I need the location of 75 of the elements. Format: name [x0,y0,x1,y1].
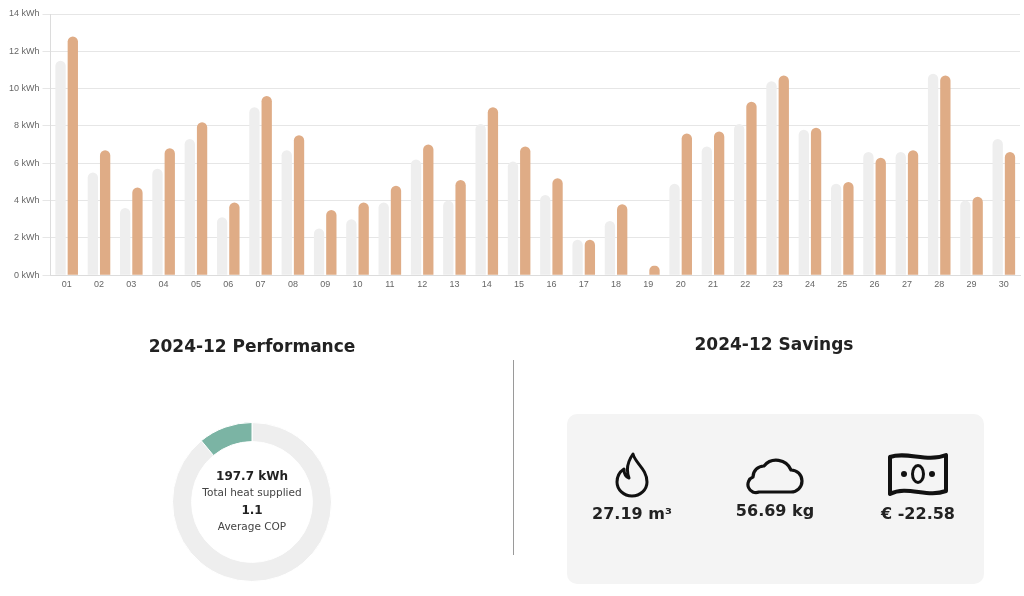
bar [875,157,886,275]
text: 2024-12 Savings [693,334,855,354]
x-tick-label: 06 [223,279,234,290]
y-tick-label: 0 kWh [14,269,40,280]
bar [326,209,337,275]
bar [164,148,175,275]
text: Total heat supplied [201,486,302,499]
bar [390,185,402,275]
bar [572,239,583,275]
bar [487,107,499,275]
x-tick-label: 04 [158,279,169,290]
chart-title: 2024-12 Performance [147,336,357,356]
y-tick-label: 10 kWh [9,83,40,94]
bar [520,146,531,275]
bar [455,180,466,275]
x-tick-label: 26 [869,279,880,290]
x-tick-label: 11 [385,279,395,290]
x-tick-label: 01 [61,279,72,290]
x-tick-label: 27 [901,279,912,290]
y-tick-label: 8 kWh [14,120,40,131]
text: Average COP [217,520,287,533]
bar [67,36,78,275]
bar [358,202,369,275]
x-tick-label: 20 [675,279,686,290]
card-background: 27.19 m³ 56.69 kg € -22.58 [567,414,984,584]
x-tick-label: 18 [611,279,622,290]
x-tick-label: 07 [255,279,266,290]
x-tick-label: 13 [449,279,460,290]
text: 1.1 [241,502,263,517]
bar [940,75,951,275]
y-tick-label: 12 kWh [9,45,40,56]
bar [810,127,822,275]
x-tick-label: 03 [126,279,137,290]
bar [132,187,143,275]
text: 197.7 kWh [216,468,288,483]
bar [713,131,725,275]
bar [293,135,305,275]
x-tick-label: 30 [998,279,1009,290]
x-tick-label: 14 [481,279,492,290]
y-tick-label: 4 kWh [14,195,40,206]
x-tick-label: 10 [352,279,363,290]
x-tick-label: 23 [772,279,783,290]
x-tick-label: 25 [837,279,848,290]
bar [99,150,111,275]
bar [972,196,983,275]
x-tick-label: 02 [93,279,104,290]
bar [229,202,240,275]
y-tick-label: 2 kWh [14,232,40,243]
bar [746,101,757,275]
x-tick-label: 17 [578,279,589,290]
x-tick-label: 16 [546,279,557,290]
bar [907,150,919,275]
bar [681,133,692,275]
x-tick-label: 08 [287,279,298,290]
y-tick-label: 14 kWh [9,8,40,19]
x-tick-label: 21 [707,279,718,290]
x-tick-label: 24 [804,279,815,290]
bar [423,144,434,275]
bar [196,122,208,275]
bar [584,239,596,275]
bar [617,204,628,275]
bar [778,75,789,275]
x-tick-label: 12 [417,279,428,290]
bar [552,178,563,275]
bar [843,181,854,275]
x-tick-label: 19 [643,279,654,290]
bar [261,96,272,275]
x-tick-label: 28 [934,279,945,290]
x-tick-label: 15 [514,279,525,290]
x-tick-label: 29 [966,279,977,290]
x-tick-label: 22 [740,279,751,290]
x-tick-label: 05 [190,279,201,290]
y-tick-label: 6 kWh [14,157,40,168]
x-tick-label: 09 [320,279,331,290]
bar [1004,152,1016,275]
